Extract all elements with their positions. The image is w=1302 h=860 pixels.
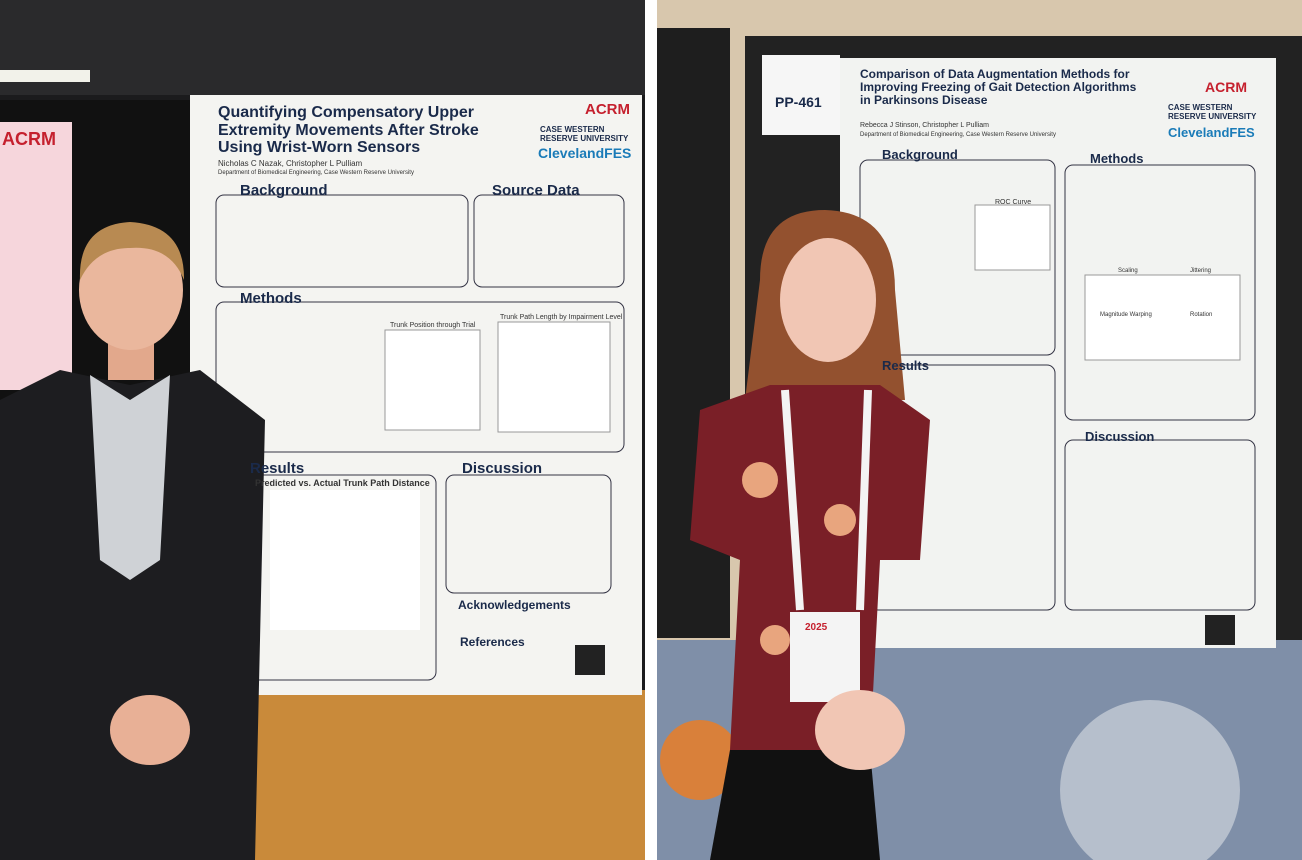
section-heading: Source Data [492, 182, 580, 199]
figure [497, 321, 611, 433]
poster-title: Quantifying Compensatory Upper Extremity… [218, 104, 479, 157]
hands [815, 690, 905, 770]
authors: Rebecca J Stinson, Christopher L Pulliam [860, 122, 989, 129]
section-heading: Discussion [1085, 429, 1155, 444]
figure-title: Magnitude Warping [1100, 312, 1152, 318]
figure [1084, 274, 1241, 361]
figure-title: Scaling [1118, 268, 1138, 274]
figure-title: ROC Curve [995, 199, 1032, 206]
box [215, 301, 625, 453]
hands [110, 695, 190, 765]
figure-title: Jittering [1190, 268, 1212, 274]
section-heading: Acknowledgements [458, 598, 571, 612]
box [445, 474, 612, 594]
poster-id: PP-461 [775, 94, 822, 110]
suit [0, 370, 265, 860]
divider [645, 0, 657, 860]
box [1064, 439, 1256, 611]
carpet-pattern [1060, 700, 1240, 860]
badge [790, 612, 860, 702]
figure [270, 490, 420, 630]
lanyard [781, 389, 872, 611]
figure-title: Rotation [1190, 312, 1213, 318]
ceiling [0, 0, 645, 95]
logo: ClevelandFES [1168, 125, 1255, 140]
section-heading: Methods [240, 290, 302, 307]
logo: ClevelandFES [538, 145, 632, 161]
figure-title: Trunk Path Length by Impairment Level [500, 314, 623, 321]
section-heading: Background [240, 182, 328, 199]
pants [710, 750, 880, 860]
affiliation: Department of Biomedical Engineering, Ca… [860, 132, 1056, 138]
logo: ACRM [2, 129, 56, 149]
badge-year: 2025 [805, 622, 828, 633]
carpet-pattern [660, 720, 740, 800]
section-heading: Background [882, 147, 958, 162]
face [79, 230, 183, 350]
poster-title: Comparison of Data Augmentation Methods … [860, 67, 1137, 108]
hair [79, 222, 185, 280]
qr-code [1205, 615, 1235, 645]
section-heading: Results [250, 460, 305, 477]
logo: ACRM [1205, 79, 1247, 95]
shirt [90, 375, 170, 580]
logo: CASE WESTERN RESERVE UNIVERSITY [540, 125, 629, 143]
box [473, 194, 625, 288]
logo: CASE WESTERN RESERVE UNIVERSITY [1168, 103, 1257, 121]
logo: ACRM [585, 101, 630, 118]
authors: Nicholas C Nazak, Christopher L Pulliam [218, 159, 363, 168]
section-heading: Discussion [462, 460, 543, 477]
figure [974, 204, 1051, 271]
figure-title: Predicted vs. Actual Trunk Path Distance [255, 478, 430, 488]
side-poster [0, 122, 72, 390]
face [780, 238, 876, 362]
section-heading: References [460, 635, 525, 649]
section-heading: Results [882, 358, 929, 373]
flower [742, 462, 778, 498]
flower [824, 504, 856, 536]
id-sign [762, 55, 840, 135]
affiliation: Department of Biomedical Engineering, Ca… [218, 170, 414, 176]
qr-code [575, 645, 605, 675]
section-heading: Methods [1090, 151, 1144, 166]
box [1064, 164, 1256, 421]
box [215, 194, 469, 288]
figure-title: Trunk Position through Trial [390, 322, 476, 329]
flower [760, 625, 790, 655]
figure [384, 329, 481, 431]
light [0, 70, 90, 82]
